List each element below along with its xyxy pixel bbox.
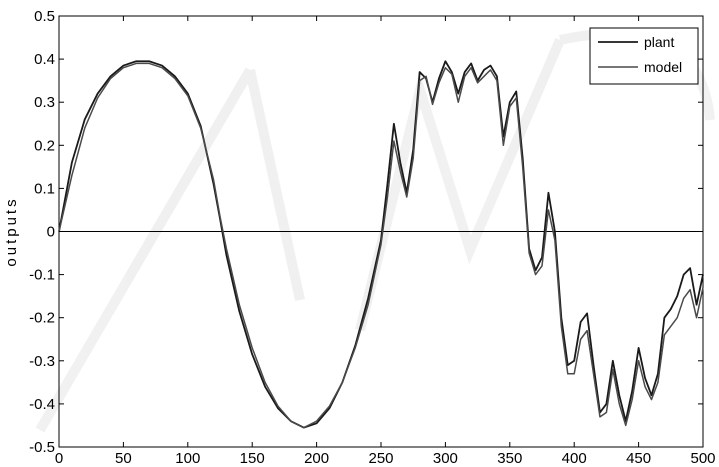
y-tick-label: -0.1 <box>29 267 55 284</box>
x-axis-ticks: 0 50 100 150 200 250 300 350 400 450 500 <box>55 16 716 467</box>
y-tick-label: -0.2 <box>29 310 55 327</box>
legend: plant model <box>589 27 699 85</box>
y-axis-ticks: -0.5 -0.4 -0.3 -0.2 -0.1 0 0.1 0.2 0.3 0.4 0.5 <box>29 8 703 456</box>
legend-items: plant model <box>598 34 682 75</box>
legend-box <box>589 27 699 85</box>
legend-label-plant: plant <box>644 34 674 50</box>
x-tick-label: 0 <box>55 450 63 467</box>
y-tick-label: 0.4 <box>34 51 55 68</box>
plot-area: 0 50 100 150 200 250 300 350 400 450 500 -0.5-0.4-… <box>29 8 715 467</box>
x-tick-label: 500 <box>690 450 715 467</box>
y-tick-label: 0.2 <box>34 137 55 154</box>
x-tick-label: 300 <box>433 450 458 467</box>
x-tick-label: 400 <box>562 450 587 467</box>
x-tick-label: 450 <box>626 450 651 467</box>
y-tick-label: -0.4 <box>29 396 55 413</box>
x-tick-label: 250 <box>368 450 393 467</box>
series-layer <box>58 60 704 429</box>
series-line-model <box>58 62 704 429</box>
x-tick-label: 200 <box>304 450 329 467</box>
y-tick-label: 0.3 <box>34 94 55 111</box>
legend-label-model: model <box>644 59 682 75</box>
x-tick-label: 350 <box>497 450 522 467</box>
x-tick-label: 50 <box>115 450 132 467</box>
y-tick-label: 0.5 <box>34 8 55 25</box>
y-tick-label: 0 <box>47 224 55 241</box>
y-tick-label: -0.5 <box>29 439 55 456</box>
y-tick-label: 0.1 <box>34 180 55 197</box>
x-tick-label: 150 <box>240 450 265 467</box>
y-axis-label: outputs <box>3 196 20 266</box>
x-tick-label: 100 <box>175 450 200 467</box>
y-tick-label: -0.3 <box>29 353 55 370</box>
